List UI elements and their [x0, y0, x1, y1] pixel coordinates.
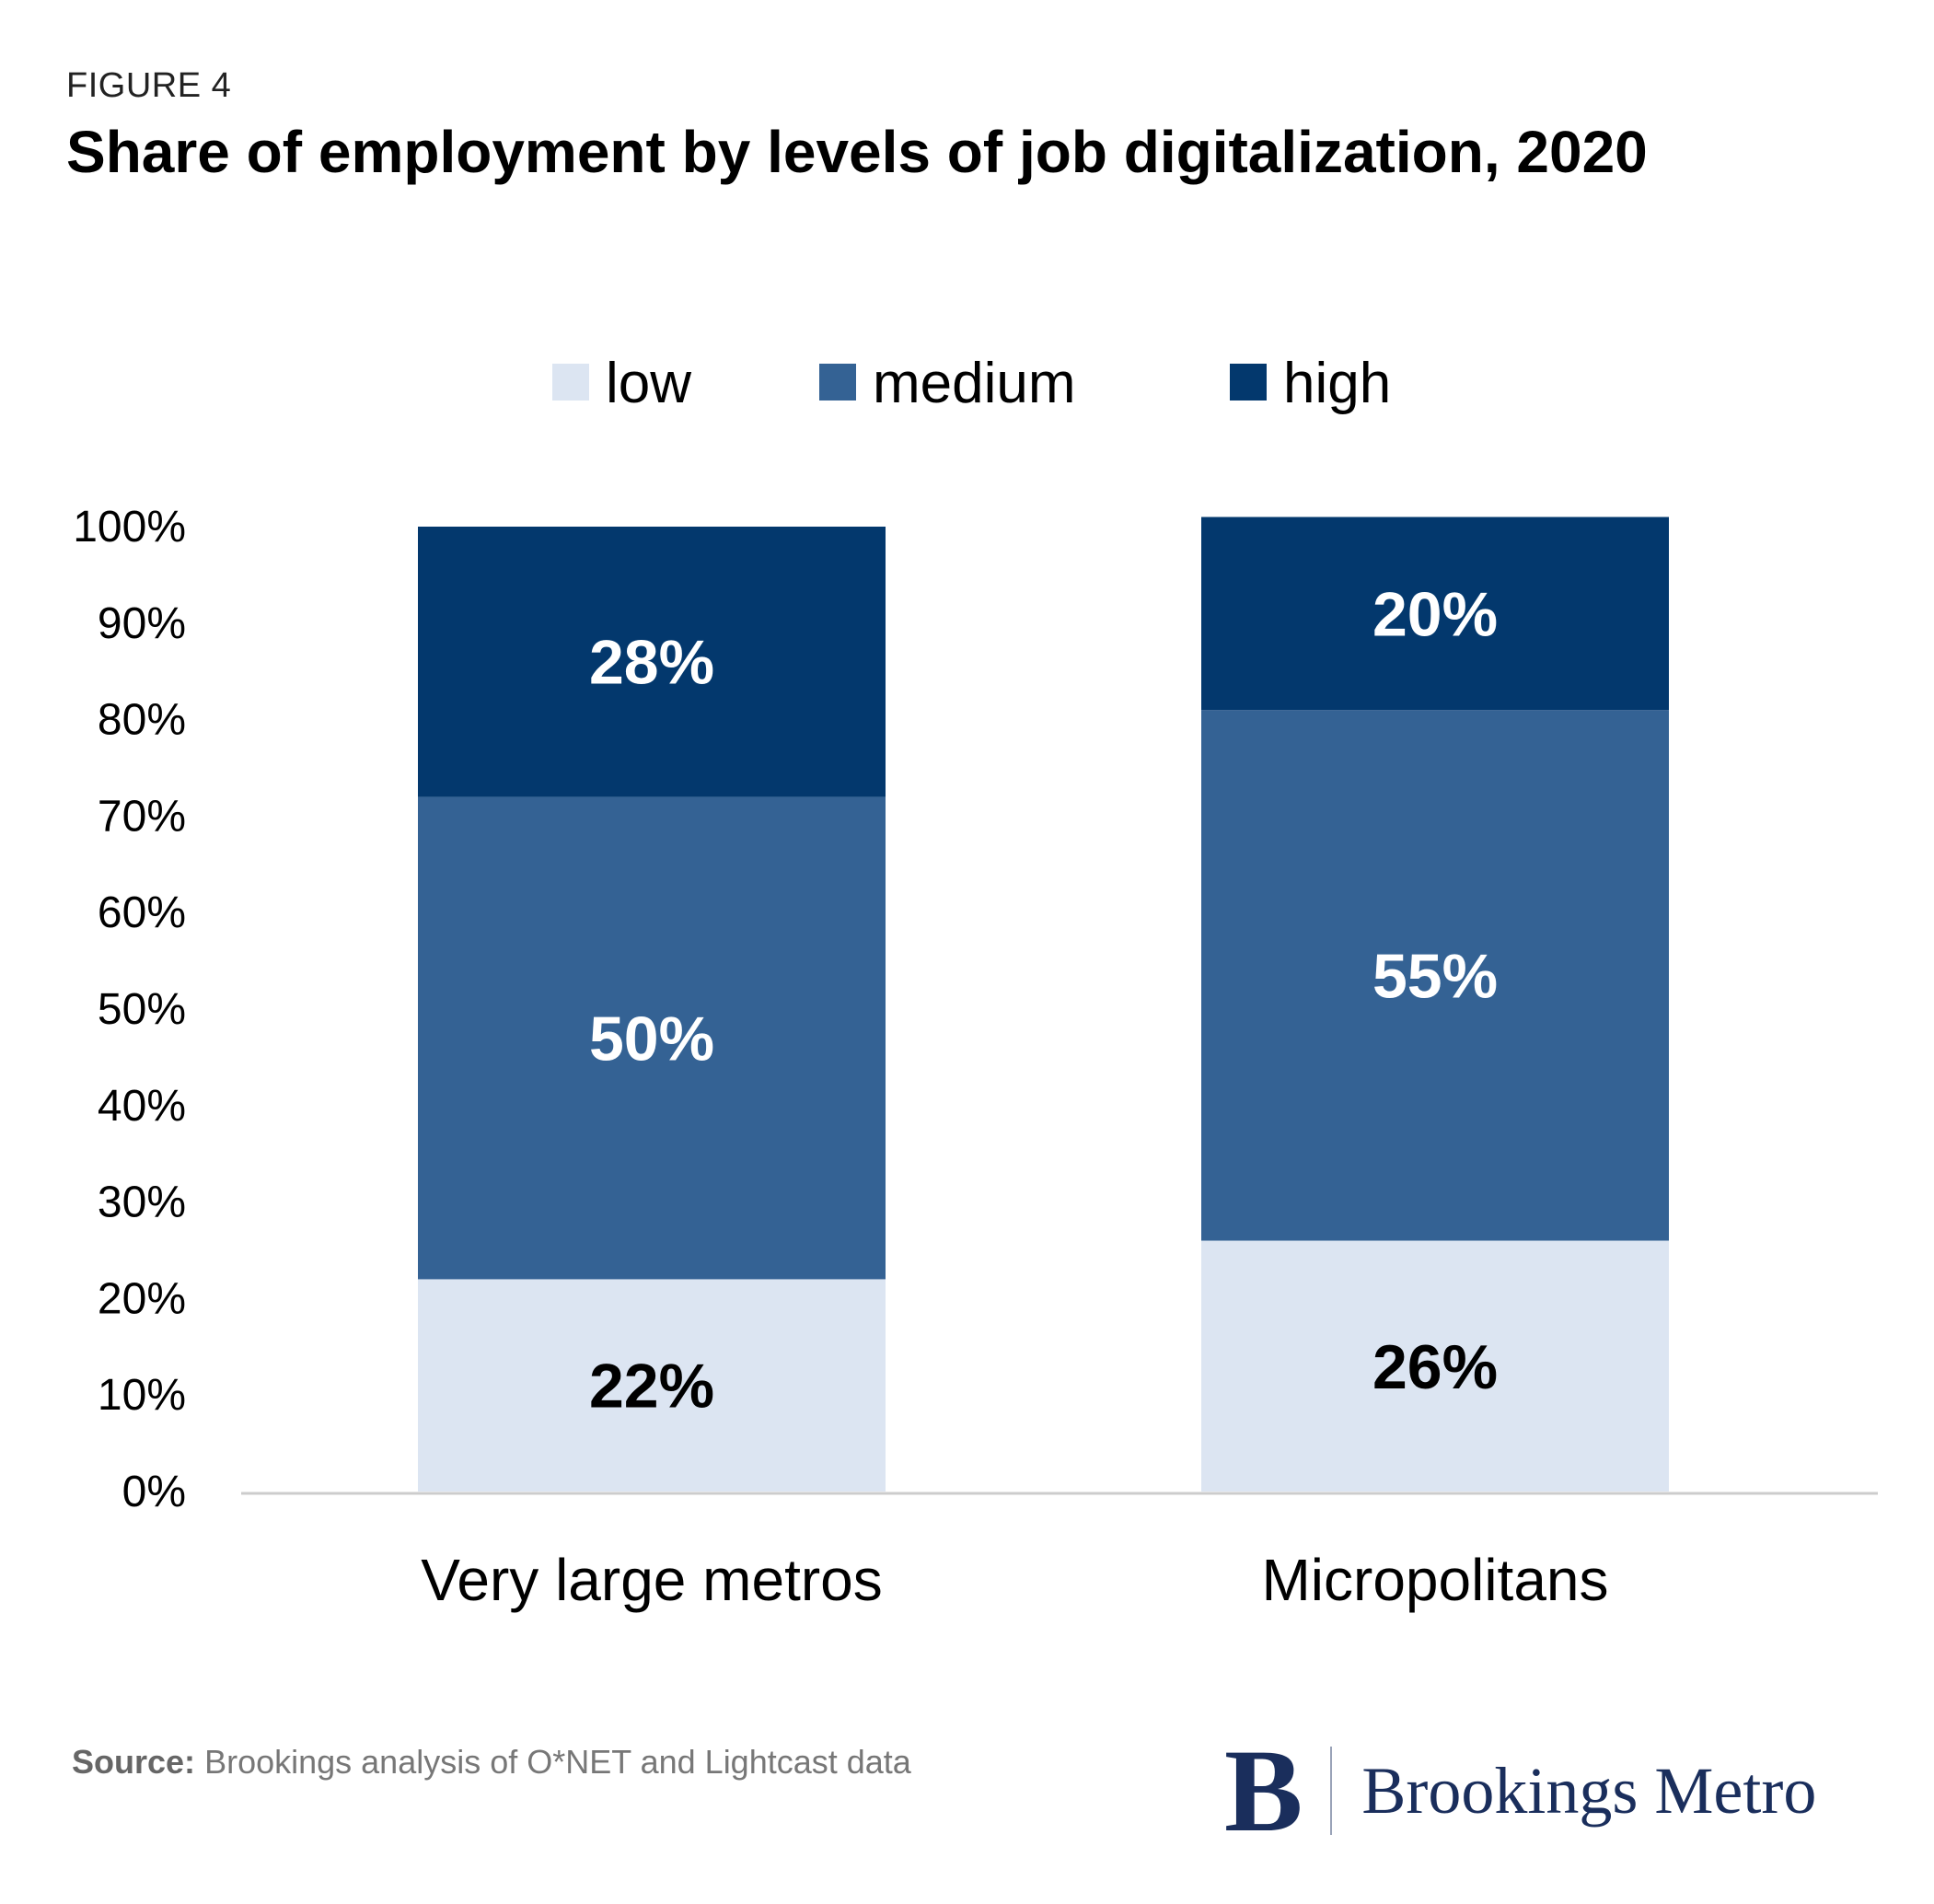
logo-text: Brookings Metro	[1361, 1753, 1817, 1828]
data-label-high: 20%	[1372, 579, 1498, 649]
bar-segment-low	[418, 1279, 886, 1492]
y-tick-label: 50%	[98, 985, 186, 1034]
data-label-medium: 55%	[1372, 941, 1498, 1011]
x-category-label: Micropolitans	[1261, 1547, 1608, 1613]
y-tick-label: 90%	[98, 599, 186, 648]
stacked-bar-chart: low medium high 0% 10% 20% 30% 40% 50% 60% 70% 80% 9…	[73, 352, 1878, 1613]
brookings-metro-logo: B Brookings Metro	[1224, 1732, 1817, 1850]
data-label-low: 26%	[1372, 1332, 1498, 1402]
logo-mark: B	[1224, 1725, 1303, 1856]
source-label: Source:	[72, 1743, 196, 1781]
y-tick-label: 60%	[98, 888, 186, 937]
legend-swatch-high	[1230, 364, 1267, 401]
bar-segment-high	[418, 527, 886, 797]
y-tick-label: 100%	[73, 503, 186, 551]
source-note: Source: Brookings analysis of O*NET and …	[72, 1743, 911, 1782]
legend-swatch-low	[552, 364, 589, 401]
bar-segment-high	[1201, 517, 1669, 711]
y-tick-label: 70%	[98, 792, 186, 841]
bar-segment-low	[1201, 1240, 1669, 1492]
legend-label-high: high	[1283, 352, 1391, 415]
source-text: Brookings analysis of O*NET and Lightcas…	[204, 1743, 911, 1781]
y-tick-label: 30%	[98, 1178, 186, 1227]
bar-segment-medium	[1201, 710, 1669, 1241]
y-tick-label: 80%	[98, 696, 186, 745]
data-label-high: 28%	[589, 628, 714, 698]
y-tick-label: 0%	[122, 1468, 186, 1516]
x-category-label: Very large metros	[421, 1547, 883, 1613]
bar-segment-medium	[418, 796, 886, 1280]
legend-label-low: low	[606, 352, 691, 415]
y-tick-label: 40%	[98, 1082, 186, 1131]
y-tick-label: 20%	[98, 1274, 186, 1323]
y-tick-label: 10%	[98, 1371, 186, 1420]
data-label-low: 22%	[589, 1352, 714, 1422]
figure-label: FIGURE 4	[66, 66, 232, 105]
legend-swatch-medium	[819, 364, 856, 401]
chart-title: Share of employment by levels of job dig…	[66, 119, 1648, 185]
legend-label-medium: medium	[873, 352, 1076, 415]
data-label-medium: 50%	[589, 1004, 714, 1074]
logo-divider	[1330, 1747, 1333, 1835]
